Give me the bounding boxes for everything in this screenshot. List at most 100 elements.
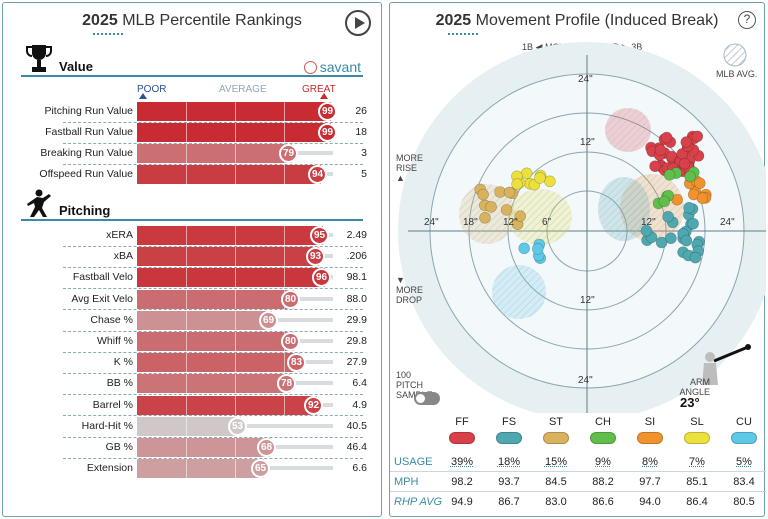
scale-average-text: AVERAGE: [219, 84, 267, 95]
pitch-point-st[interactable]: [477, 188, 489, 201]
scale-average: AVERAGE: [219, 84, 267, 95]
pitch-point-fs[interactable]: [665, 232, 677, 244]
pitch-point-ff[interactable]: [678, 157, 691, 170]
percentile-badge[interactable]: 80: [281, 332, 300, 351]
savant-logo: savant: [303, 59, 361, 75]
percentile-title: 2025 MLB Percentile Rankings: [3, 12, 381, 30]
percentile-bar: [137, 374, 290, 394]
metric-value: .206: [346, 250, 367, 263]
pitch-type-si[interactable]: SI: [627, 416, 673, 444]
quartile-line: [235, 374, 236, 394]
play-icon[interactable]: [345, 10, 371, 36]
pitch-point-ff[interactable]: [680, 136, 693, 148]
pitch-type-ff[interactable]: FF: [439, 416, 485, 444]
pitch-point-fs[interactable]: [640, 225, 653, 237]
pitch-code: ST: [548, 416, 564, 428]
metric-label: Avg Exit Velo: [71, 292, 133, 305]
metric-value: 29.9: [346, 313, 367, 326]
percentile-bar: [137, 395, 317, 415]
quartile-line: [235, 144, 236, 163]
pitch-rhp-value: 80.5: [733, 496, 755, 508]
quartile-line: [235, 332, 236, 351]
pitch-point-fs[interactable]: [683, 202, 695, 214]
pitch-mph-value: 83.4: [733, 476, 755, 488]
pitch-point-cu[interactable]: [518, 242, 530, 255]
percentile-bar: [137, 247, 319, 267]
ring-label-left-12: 12": [503, 217, 518, 228]
pitch-point-fs[interactable]: [662, 210, 674, 223]
pitch-point-ff[interactable]: [654, 144, 667, 156]
pitch-point-st[interactable]: [479, 212, 491, 224]
pitch-point-st[interactable]: [503, 186, 516, 199]
percentile-title-text: MLB Percentile Rankings: [122, 12, 302, 29]
pitch-point-fs[interactable]: [687, 217, 699, 230]
pitcher-icon: [27, 189, 51, 217]
pitch-code: FF: [455, 416, 469, 428]
pitch-point-ff[interactable]: [649, 160, 661, 172]
percentile-bar: [137, 289, 294, 309]
ring-label-bottom-24: 24": [578, 375, 593, 386]
pitch-point-cu[interactable]: [532, 243, 544, 255]
metric-value: 18: [355, 126, 367, 138]
pitch-type-st[interactable]: ST: [533, 416, 579, 444]
quartile-line: [235, 289, 236, 309]
scale-poor: POOR: [137, 84, 166, 95]
percentile-badge[interactable]: 53: [228, 416, 247, 436]
pitch-point-ff[interactable]: [660, 131, 673, 144]
percentile-badge[interactable]: 95: [310, 226, 329, 245]
sample-toggle[interactable]: [414, 392, 440, 405]
percentile-badge[interactable]: 96: [312, 268, 331, 288]
pitch-point-si[interactable]: [696, 192, 709, 204]
quartile-line: [235, 123, 236, 142]
pitch-code: FS: [501, 416, 517, 428]
mph-label: MPH: [394, 476, 419, 488]
pitch-code: SI: [644, 416, 656, 428]
percentile-badge[interactable]: 69: [259, 310, 278, 330]
pitch-point-ch[interactable]: [684, 170, 696, 183]
percentile-badge[interactable]: 92: [304, 395, 323, 415]
percentile-badge[interactable]: 99: [318, 123, 337, 142]
pitch-type-cu[interactable]: CU: [721, 416, 767, 444]
pitch-point-ch[interactable]: [658, 195, 671, 208]
quartile-line: [186, 353, 187, 373]
pitch-color-swatch: [731, 432, 757, 444]
metric-value: 40.5: [346, 419, 367, 432]
pitch-type-ch[interactable]: CH: [580, 416, 626, 444]
pitch-rhp-value: 94.0: [639, 496, 661, 508]
metric-label: Fastball Velo: [72, 271, 133, 284]
pitch-type-fs[interactable]: FS: [486, 416, 532, 444]
pitch-point-si[interactable]: [693, 177, 706, 189]
percentile-badge[interactable]: 94: [308, 165, 327, 184]
quartile-line: [235, 165, 236, 184]
percentile-badge[interactable]: 93: [306, 247, 325, 267]
quartile-line: [186, 144, 187, 163]
percentile-badge[interactable]: 68: [257, 438, 276, 457]
pitch-point-fs[interactable]: [680, 234, 693, 247]
quartile-line: [235, 459, 236, 479]
pitch-point-ff[interactable]: [691, 130, 704, 143]
pitch-point-ch[interactable]: [663, 169, 676, 181]
pitch-points: [474, 130, 712, 264]
pitch-point-sl[interactable]: [520, 167, 533, 180]
pitch-type-sl[interactable]: SL: [674, 416, 720, 444]
percentile-badge[interactable]: 78: [277, 374, 296, 394]
quartile-line: [235, 268, 236, 288]
pitch-point-sl[interactable]: [534, 172, 546, 184]
pitch-usage-value: 9%: [595, 456, 611, 468]
pitch-point-fs[interactable]: [655, 236, 668, 249]
percentile-badge[interactable]: 80: [281, 289, 300, 309]
percentile-bar: [137, 226, 323, 245]
pitch-point-sl[interactable]: [511, 178, 523, 190]
percentile-badge[interactable]: 83: [287, 353, 306, 373]
percentile-badge[interactable]: 99: [318, 102, 337, 121]
scale-great: GREAT: [302, 84, 336, 95]
pitch-point-sl[interactable]: [544, 175, 556, 188]
pitch-point-st[interactable]: [500, 204, 513, 216]
pitch-point-st[interactable]: [514, 210, 526, 222]
percentile-badge[interactable]: 65: [251, 459, 270, 479]
percentile-badge[interactable]: 79: [279, 144, 298, 163]
help-icon[interactable]: ?: [738, 11, 756, 29]
pitch-point-fs[interactable]: [689, 251, 702, 264]
pitch-point-st[interactable]: [485, 201, 497, 213]
metric-label: BB %: [106, 377, 133, 390]
